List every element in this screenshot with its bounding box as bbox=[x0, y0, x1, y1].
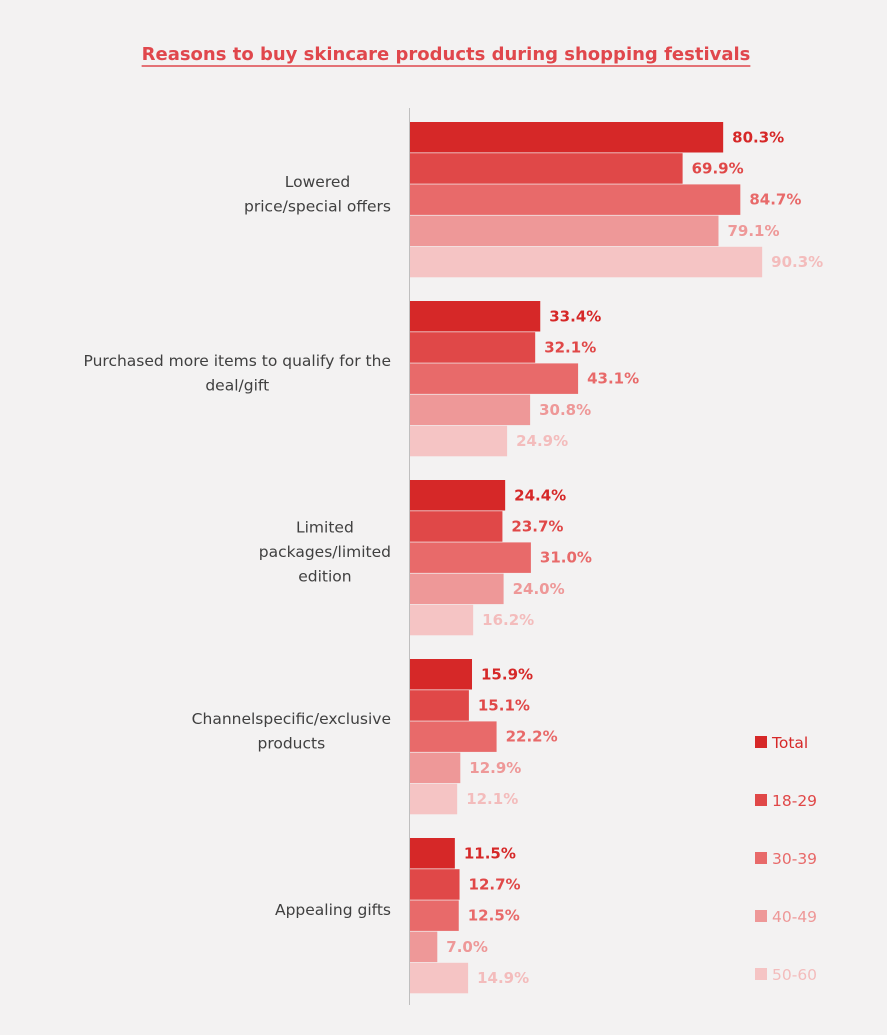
legend-swatch bbox=[755, 910, 767, 922]
data-label: 32.1% bbox=[544, 338, 596, 356]
category-label-line: Appealing gifts bbox=[275, 901, 391, 919]
data-label: 31.0% bbox=[540, 549, 592, 567]
category-label-line: Limited bbox=[296, 519, 354, 537]
category-label-line: Purchased more items to qualify for the bbox=[84, 352, 391, 370]
bar-5-30-39 bbox=[410, 900, 459, 931]
data-label: 90.3% bbox=[771, 253, 823, 271]
category-label-line: price/special offers bbox=[244, 197, 391, 215]
bar-4-30-39 bbox=[410, 721, 497, 752]
category-label-line: packages/limited bbox=[259, 543, 391, 561]
category-label: Appealing gifts bbox=[275, 901, 391, 919]
data-label: 84.7% bbox=[749, 191, 801, 209]
legend-label: 40-49 bbox=[772, 908, 817, 926]
bar-2-18-29 bbox=[410, 332, 536, 363]
data-label: 80.3% bbox=[732, 128, 784, 146]
category-label-line: deal/gift bbox=[205, 376, 269, 394]
bar-3-18-29 bbox=[410, 511, 503, 542]
bar-3-total bbox=[410, 480, 506, 511]
bar-1-total bbox=[410, 122, 724, 153]
data-label: 24.0% bbox=[513, 580, 565, 598]
category-labels-group: Lowered price/special offers Purchased mor… bbox=[84, 173, 391, 919]
data-label: 12.1% bbox=[466, 790, 518, 808]
category-label-line: edition bbox=[298, 568, 351, 586]
bar-1-50-60 bbox=[410, 246, 763, 278]
bar-2-total bbox=[410, 301, 541, 332]
data-label: 30.8% bbox=[539, 401, 591, 419]
bar-2-40-49 bbox=[410, 394, 531, 426]
category-label: Purchased more items to qualify for the d… bbox=[84, 352, 391, 395]
legend-swatch bbox=[755, 852, 767, 864]
bar-5-total bbox=[410, 838, 455, 869]
data-label: 24.4% bbox=[514, 486, 566, 504]
bar-1-40-49 bbox=[410, 215, 719, 247]
data-label: 43.1% bbox=[587, 370, 639, 388]
legend-swatch bbox=[755, 794, 767, 806]
bar-5-40-49 bbox=[410, 931, 438, 963]
category-label: Channelspecific/exclusive products bbox=[192, 710, 391, 753]
legend-swatch bbox=[755, 736, 767, 748]
bar-4-18-29 bbox=[410, 690, 469, 721]
bar-4-40-49 bbox=[410, 752, 461, 784]
category-label-line: Channelspecific/exclusive bbox=[192, 710, 391, 728]
bar-1-18-29 bbox=[410, 153, 683, 184]
category-label-line: products bbox=[257, 734, 325, 752]
data-label: 11.5% bbox=[464, 844, 516, 862]
data-label: 12.5% bbox=[468, 907, 520, 925]
data-label: 24.9% bbox=[516, 432, 568, 450]
bar-3-40-49 bbox=[410, 573, 504, 605]
bar-1-30-39 bbox=[410, 184, 741, 215]
data-label: 15.1% bbox=[478, 696, 530, 714]
data-label: 69.9% bbox=[692, 159, 744, 177]
legend: Total 18-29 30-39 40-49 50-60 bbox=[755, 734, 817, 984]
data-label: 12.7% bbox=[469, 875, 521, 893]
category-label-line: Lowered bbox=[285, 173, 350, 191]
data-label: 15.9% bbox=[481, 665, 533, 683]
bar-2-30-39 bbox=[410, 363, 579, 394]
chart-title: Reasons to buy skincare products during … bbox=[142, 44, 751, 65]
bar-2-50-60 bbox=[410, 425, 508, 457]
data-label: 33.4% bbox=[549, 307, 601, 325]
legend-label: 50-60 bbox=[772, 966, 817, 984]
bar-5-50-60 bbox=[410, 962, 469, 994]
data-label: 23.7% bbox=[511, 517, 563, 535]
bars-group bbox=[410, 122, 763, 994]
bar-4-total bbox=[410, 659, 473, 690]
data-label: 79.1% bbox=[727, 222, 779, 240]
bar-5-18-29 bbox=[410, 869, 460, 900]
data-label: 12.9% bbox=[469, 759, 521, 777]
category-label: Limited packages/limited edition bbox=[259, 519, 391, 586]
legend-swatch bbox=[755, 968, 767, 980]
bar-4-50-60 bbox=[410, 783, 458, 815]
bar-3-30-39 bbox=[410, 542, 531, 573]
data-label: 14.9% bbox=[477, 969, 529, 987]
value-labels-group: 80.3% 69.9% 84.7% 79.1% 90.3% 33.4% 32.1% 43.1%… bbox=[446, 128, 823, 987]
data-label: 16.2% bbox=[482, 611, 534, 629]
legend-label: 30-39 bbox=[772, 850, 817, 868]
data-label: 22.2% bbox=[506, 728, 558, 746]
category-label: Lowered price/special offers bbox=[244, 173, 391, 216]
bar-3-50-60 bbox=[410, 604, 474, 636]
legend-label: Total bbox=[771, 734, 808, 752]
legend-label: 18-29 bbox=[772, 792, 817, 810]
data-label: 7.0% bbox=[446, 938, 488, 956]
